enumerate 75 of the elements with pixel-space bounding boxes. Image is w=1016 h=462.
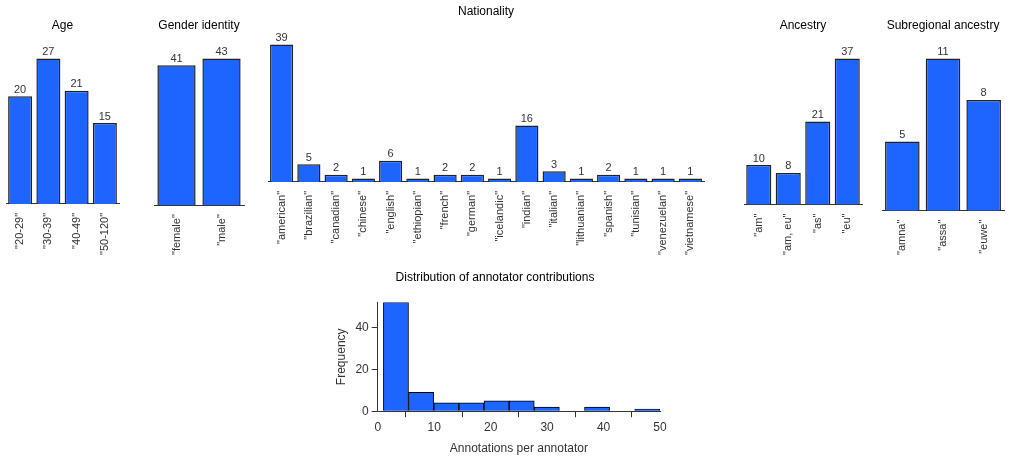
x-tick-label: "as": [810, 213, 823, 233]
data-label: 43: [215, 44, 228, 57]
chart-title: Subregional ancestry: [886, 17, 1000, 32]
data-label: 1: [632, 164, 639, 177]
data-label: 5: [899, 127, 906, 140]
x-tick-label: "20-29": [13, 212, 26, 249]
x-tick-label: "assa": [936, 219, 949, 251]
x-tick-label: "40-49": [69, 212, 82, 249]
x-tick-label: "icelandic": [492, 190, 505, 242]
x-tick-label: "chinese": [356, 190, 369, 237]
x-tick-label: "german": [465, 190, 478, 237]
data-label: 3: [551, 157, 558, 170]
data-label: 1: [496, 164, 503, 177]
x-tick-label: "french": [438, 190, 451, 230]
y-tick-label: 0: [362, 403, 370, 418]
x-tick-label: "50-120": [97, 212, 110, 255]
data-label: 11: [937, 44, 949, 57]
x-tick-label: "brazilian": [301, 190, 314, 240]
data-label: 1: [687, 164, 694, 177]
chart-title: Nationality: [457, 3, 515, 18]
data-label: 41: [170, 51, 183, 64]
x-tick-label: "euwe": [976, 219, 989, 254]
chart-title: Age: [51, 17, 74, 32]
y-axis-title: Frequency: [333, 328, 348, 386]
data-label: 6: [387, 147, 394, 160]
data-label: 1: [578, 164, 585, 177]
x-tick-label: "lithuanian": [574, 190, 587, 246]
x-tick-label: "vietnamese": [683, 190, 696, 255]
x-tick-label: "ethiopian": [410, 190, 423, 244]
data-label: 8: [785, 159, 792, 172]
data-label: 1: [414, 164, 421, 177]
y-tick-label: 40: [355, 319, 370, 334]
x-tick-label: "amna": [895, 219, 908, 255]
data-label: 2: [442, 161, 449, 174]
x-tick-label: "english": [383, 190, 396, 234]
x-axis-title: Annotations per annotator: [449, 441, 588, 456]
x-tick-label: "venezuelan": [656, 190, 669, 255]
y-tick-label: 20: [355, 361, 370, 376]
x-tick-label: 30: [540, 419, 555, 434]
data-label: 8: [980, 86, 987, 99]
x-tick-label: "italian": [547, 190, 560, 228]
x-tick-label: "female": [169, 214, 182, 255]
data-label: 10: [752, 151, 765, 164]
data-label: 21: [811, 108, 824, 121]
data-label: 15: [98, 109, 111, 122]
data-label: 16: [520, 112, 533, 125]
chart-title: Ancestry: [779, 17, 827, 32]
data-label: 5: [305, 150, 312, 163]
data-label: 21: [70, 77, 83, 90]
data-label: 2: [605, 161, 612, 174]
x-tick-label: "am": [751, 213, 764, 237]
x-tick-label: 0: [374, 419, 382, 434]
data-label: 1: [660, 164, 667, 177]
x-tick-label: "eu": [840, 213, 853, 234]
data-label: 39: [275, 30, 288, 43]
x-tick-label: "canadian": [329, 190, 342, 244]
x-tick-label: "30-39": [41, 212, 54, 249]
data-label: 2: [469, 161, 476, 174]
data-label: 37: [841, 44, 854, 57]
x-tick-label: "american": [274, 190, 287, 244]
x-tick-label: 10: [427, 419, 442, 434]
chart-title: Distribution of annotator contributions: [395, 269, 595, 284]
x-tick-label: "male": [214, 214, 227, 246]
x-tick-label: "indian": [519, 190, 532, 229]
data-label: 20: [14, 82, 27, 95]
x-tick-label: "am, eu": [781, 213, 794, 256]
x-tick-label: "spanish": [601, 190, 614, 237]
chart-title: Gender identity: [158, 17, 240, 32]
x-tick-label: 20: [483, 419, 498, 434]
x-tick-label: 40: [596, 419, 611, 434]
data-label: 27: [42, 44, 55, 57]
data-label: 2: [333, 161, 340, 174]
x-tick-label: 50: [653, 419, 667, 434]
x-tick-label: "tunisian": [628, 190, 641, 237]
data-label: 1: [360, 164, 367, 177]
